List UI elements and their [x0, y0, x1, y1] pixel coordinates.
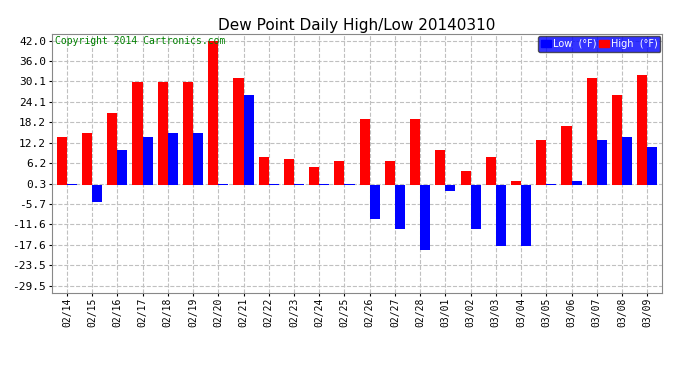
Bar	[309, 167, 319, 184]
Bar	[82, 133, 92, 184]
Bar	[370, 184, 380, 219]
Bar	[244, 96, 254, 184]
Title: Dew Point Daily High/Low 20140310: Dew Point Daily High/Low 20140310	[219, 18, 495, 33]
Bar	[597, 140, 607, 184]
Bar	[511, 181, 521, 184]
Bar	[143, 136, 152, 184]
Bar	[435, 150, 445, 184]
Bar	[637, 75, 647, 184]
Bar	[359, 119, 370, 184]
Bar	[571, 181, 582, 184]
Bar	[67, 183, 77, 184]
Bar	[132, 82, 143, 184]
Bar	[294, 183, 304, 184]
Bar	[471, 184, 481, 229]
Bar	[496, 184, 506, 246]
Bar	[395, 184, 405, 229]
Bar	[562, 126, 571, 184]
Bar	[647, 147, 658, 184]
Bar	[117, 150, 128, 184]
Bar	[536, 140, 546, 184]
Bar	[92, 184, 102, 202]
Bar	[107, 112, 117, 184]
Bar	[344, 183, 355, 184]
Bar	[319, 183, 329, 184]
Bar	[622, 136, 632, 184]
Bar	[57, 136, 67, 184]
Bar	[546, 183, 556, 184]
Bar	[586, 78, 597, 184]
Bar	[158, 82, 168, 184]
Bar	[259, 157, 269, 184]
Bar	[183, 82, 193, 184]
Bar	[208, 40, 218, 184]
Bar	[445, 184, 455, 191]
Legend: Low  (°F), High  (°F): Low (°F), High (°F)	[538, 36, 660, 51]
Bar	[420, 184, 431, 250]
Text: Copyright 2014 Cartronics.com: Copyright 2014 Cartronics.com	[55, 36, 225, 46]
Bar	[284, 159, 294, 184]
Bar	[460, 171, 471, 184]
Bar	[233, 78, 244, 184]
Bar	[168, 133, 178, 184]
Bar	[410, 119, 420, 184]
Bar	[612, 96, 622, 184]
Bar	[486, 157, 496, 184]
Bar	[521, 184, 531, 246]
Bar	[269, 183, 279, 184]
Bar	[193, 133, 203, 184]
Bar	[335, 160, 344, 184]
Bar	[385, 160, 395, 184]
Bar	[218, 183, 228, 184]
